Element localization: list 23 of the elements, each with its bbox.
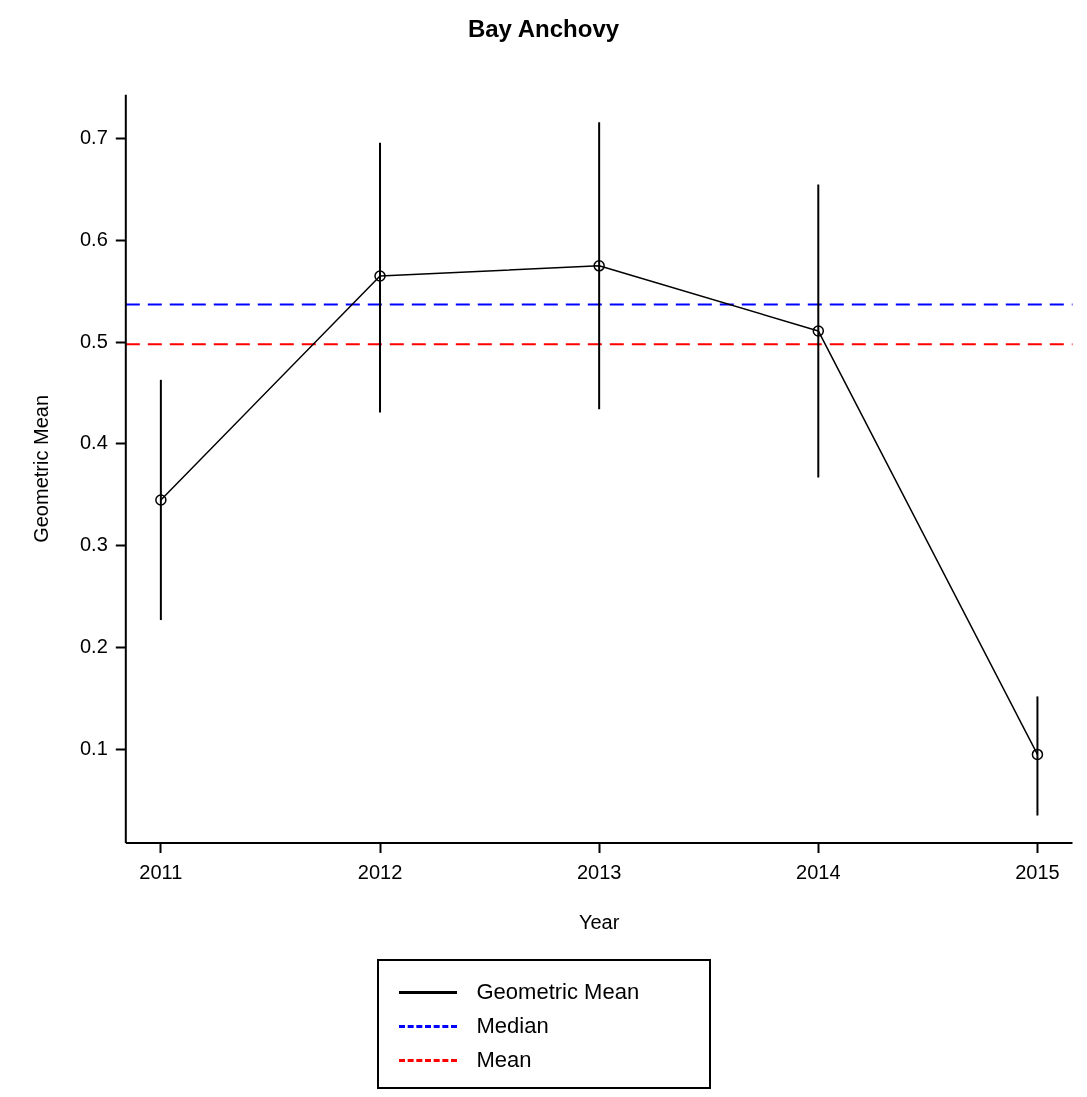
x-tick-label: 2014 xyxy=(796,860,841,883)
x-tick-label: 2011 xyxy=(139,860,183,883)
legend-label: Mean xyxy=(476,1046,532,1074)
point xyxy=(155,494,167,506)
point xyxy=(593,260,605,272)
point xyxy=(1031,748,1044,761)
y-tick-label: 0.2 xyxy=(79,635,108,658)
chart-title: Bay Anchovy xyxy=(467,15,620,43)
point xyxy=(374,270,386,282)
y-tick-label: 0.7 xyxy=(79,126,108,149)
y-tick-label: 0.4 xyxy=(79,431,108,454)
legend-label: Median xyxy=(476,1012,549,1040)
x-tick-label: 2013 xyxy=(576,860,622,883)
y-axis-title: Geometric Mean xyxy=(29,394,52,543)
point xyxy=(812,325,825,337)
y-tick-label: 0.3 xyxy=(79,533,108,556)
x-tick-label: 2012 xyxy=(357,860,403,883)
y-tick-label: 0.6 xyxy=(79,227,108,250)
x-axis-title: Year xyxy=(578,910,620,933)
x-tick-label: 2015 xyxy=(1015,860,1060,883)
y-tick-label: 0.1 xyxy=(79,736,108,759)
y-tick-label: 0.5 xyxy=(79,329,108,352)
legend-label: Geometric Mean xyxy=(476,978,640,1006)
